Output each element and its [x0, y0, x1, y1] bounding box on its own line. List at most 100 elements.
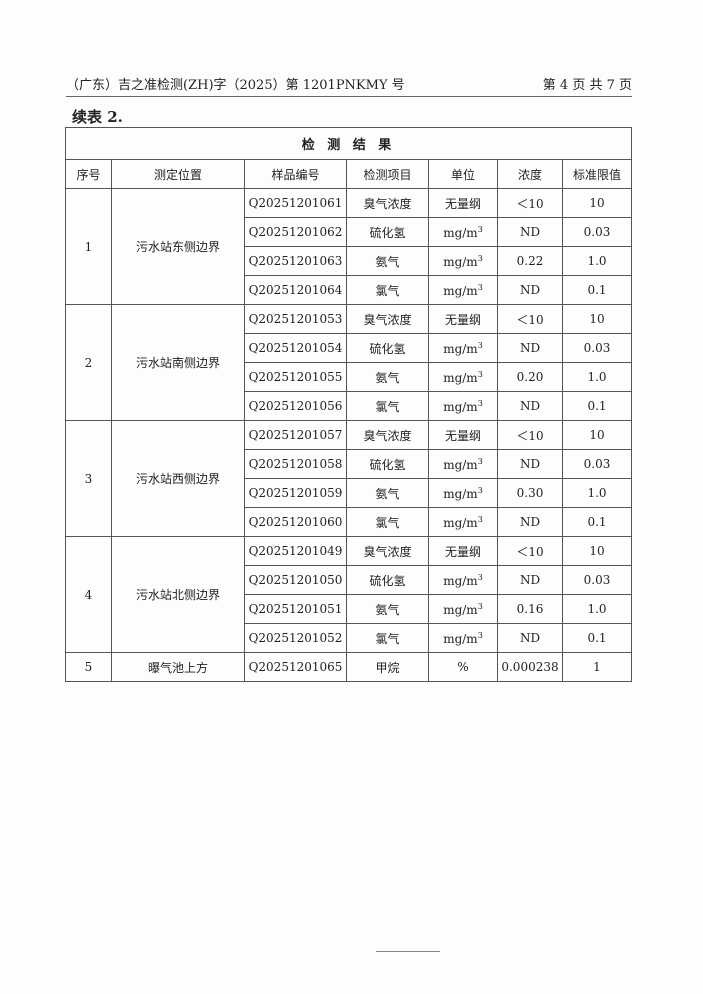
test-item: 氯气: [346, 275, 429, 305]
concentration: ND: [497, 623, 563, 653]
sample-id: Q20251201049: [244, 536, 347, 566]
standard-limit: 0.1: [562, 623, 632, 653]
column-header: 测定位置: [111, 159, 245, 189]
column-header: 浓度: [497, 159, 563, 189]
test-item: 甲烷: [346, 652, 429, 682]
standard-limit: 0.1: [562, 507, 632, 537]
test-item: 氨气: [346, 478, 429, 508]
standard-limit: 1.0: [562, 594, 632, 624]
concentration: ND: [497, 507, 563, 537]
table-row: Q20251201054 硫化氢 mg/m3 ND 0.03: [66, 333, 632, 363]
standard-limit: 0.03: [562, 333, 632, 363]
concentration: ND: [497, 391, 563, 421]
standard-limit: 10: [562, 304, 632, 334]
test-item: 氨气: [346, 246, 429, 276]
row-number: 5: [65, 652, 112, 682]
column-header: 样品编号: [244, 159, 347, 189]
table-row: Q20251201062 硫化氢 mg/m3 ND 0.03: [66, 217, 632, 247]
standard-limit: 0.03: [562, 565, 632, 595]
table-row: 5 曝气池上方 Q20251201065 甲烷% 0.000238 1: [65, 652, 632, 682]
test-item: 氨气: [346, 362, 429, 392]
report-number: （广东）吉之准检测(ZH)字（2025）第 1201PNKMY 号: [66, 78, 405, 93]
unit: 无量纲: [428, 304, 498, 334]
unit: mg/m3: [428, 565, 498, 595]
page-number: 第 4 页 共 7 页: [542, 78, 632, 93]
sample-id: Q20251201062: [244, 217, 347, 247]
concentration: ＜10: [497, 536, 563, 566]
row-number: 4: [65, 536, 112, 653]
standard-limit: 10: [562, 536, 632, 566]
location-cell: 污水站西侧边界: [111, 420, 245, 537]
test-item: 硫化氢: [346, 449, 429, 479]
test-item: 臭气浓度: [346, 188, 429, 218]
column-header: 序号: [65, 159, 112, 189]
sample-id: Q20251201063: [244, 246, 347, 276]
row-number: 1: [65, 188, 112, 305]
row-number: 2: [65, 304, 112, 421]
location-cell: 曝气池上方: [111, 652, 245, 682]
page-header: （广东）吉之准检测(ZH)字（2025）第 1201PNKMY 号 第 4 页 …: [66, 74, 632, 97]
sample-id: Q20251201056: [244, 391, 347, 421]
location-cell: 污水站北侧边界: [111, 536, 245, 653]
table-row: 3 污水站西侧边界 Q20251201057 臭气浓度 无量纲 ＜10 10: [65, 420, 632, 537]
concentration: ND: [497, 333, 563, 363]
table-row: Q20251201063 氨气 mg/m3 0.22 1.0: [66, 246, 632, 276]
header-row: 序号 测定位置 样品编号 检测项目 单位 浓度 标准限值: [65, 159, 632, 189]
test-item: 硫化氢: [346, 217, 429, 247]
concentration: ND: [497, 217, 563, 247]
unit: mg/m3: [428, 275, 498, 305]
unit: mg/m3: [428, 594, 498, 624]
unit: mg/m3: [428, 391, 498, 421]
column-header: 标准限值: [562, 159, 632, 189]
unit: mg/m3: [428, 217, 498, 247]
location-cell: 污水站南侧边界: [111, 304, 245, 421]
test-item: 氯气: [346, 391, 429, 421]
unit: 无量纲: [428, 536, 498, 566]
unit: mg/m3: [428, 623, 498, 653]
sample-id: Q20251201059: [244, 478, 347, 508]
unit: 无量纲: [428, 420, 498, 450]
sample-id: Q20251201054: [244, 333, 347, 363]
standard-limit: 1.0: [562, 478, 632, 508]
test-item: 氯气: [346, 507, 429, 537]
concentration: 0.20: [497, 362, 563, 392]
results-table: 检 测 结 果 序号 测定位置 样品编号 检测项目 单位 浓度 标准限值 1 污水站东侧边界 Q…: [65, 127, 632, 682]
sample-id: Q20251201065: [244, 652, 347, 682]
test-item: 臭气浓度: [346, 304, 429, 334]
concentration: ND: [497, 275, 563, 305]
concentration: ＜10: [497, 304, 563, 334]
table-caption: 续表 2.: [72, 108, 123, 126]
table-title: 检 测 结 果: [65, 127, 632, 160]
sample-id: Q20251201050: [244, 565, 347, 595]
table-row: Q20251201055 氨气 mg/m3 0.20 1.0: [66, 362, 632, 392]
sample-id: Q20251201053: [244, 304, 347, 334]
unit: 无量纲: [428, 188, 498, 218]
sample-id: Q20251201061: [244, 188, 347, 218]
table-row: Q20251201064 氯气 mg/m3 ND 0.1: [66, 275, 632, 305]
concentration: ＜10: [497, 420, 563, 450]
table-row: Q20251201051 氨气 mg/m3 0.16 1.0: [66, 594, 632, 624]
column-header: 单位: [428, 159, 498, 189]
sample-id: Q20251201058: [244, 449, 347, 479]
test-item: 臭气浓度: [346, 536, 429, 566]
unit: mg/m3: [428, 362, 498, 392]
standard-limit: 1: [562, 652, 632, 682]
unit: mg/m3: [428, 333, 498, 363]
standard-limit: 0.03: [562, 217, 632, 247]
concentration: ＜10: [497, 188, 563, 218]
standard-limit: 0.1: [562, 275, 632, 305]
sample-id: Q20251201051: [244, 594, 347, 624]
sample-id: Q20251201052: [244, 623, 347, 653]
test-item: 硫化氢: [346, 565, 429, 595]
unit: mg/m3: [428, 478, 498, 508]
unit: mg/m3: [428, 507, 498, 537]
concentration: 0.16: [497, 594, 563, 624]
column-header: 检测项目: [346, 159, 429, 189]
table-row: Q20251201060 氯气 mg/m3 ND 0.1: [66, 507, 632, 537]
unit: %: [428, 652, 498, 682]
sample-id: Q20251201057: [244, 420, 347, 450]
standard-limit: 1.0: [562, 362, 632, 392]
concentration: ND: [497, 565, 563, 595]
standard-limit: 0.1: [562, 391, 632, 421]
